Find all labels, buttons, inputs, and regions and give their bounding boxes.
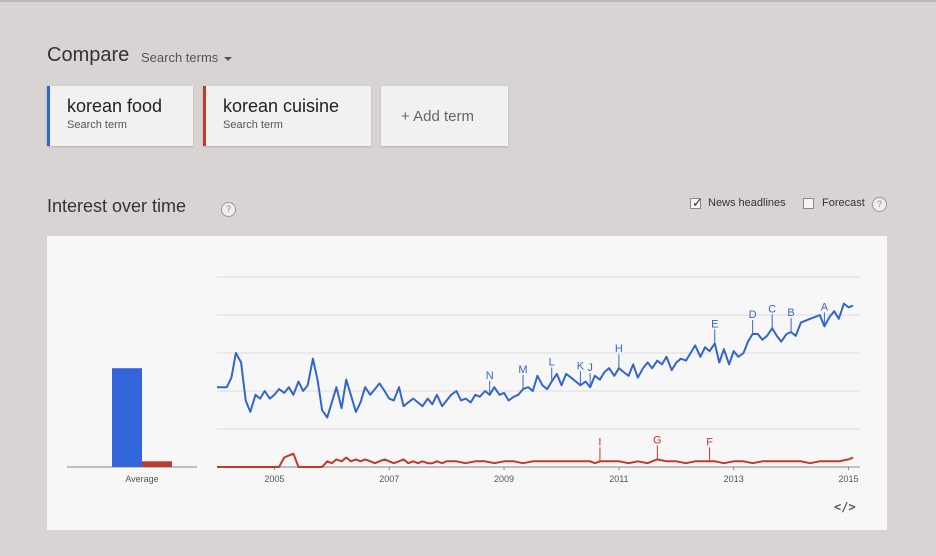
add-term-label: + Add term xyxy=(401,108,474,125)
term-type: Search term xyxy=(67,119,127,131)
annotation-label-I: I xyxy=(598,436,601,448)
annotation-label-C: C xyxy=(768,303,776,315)
annotation-label-E: E xyxy=(711,319,718,331)
annotation-label-N: N xyxy=(486,370,494,382)
term-color-bar xyxy=(203,86,206,146)
search-terms-label: Search terms xyxy=(141,50,219,65)
term-card-korean-food[interactable]: korean food Search term xyxy=(47,86,193,146)
x-tick-label: 2007 xyxy=(379,474,399,484)
annotation-label-K: K xyxy=(577,360,585,372)
x-tick-label: 2009 xyxy=(494,474,514,484)
annotation-label-B: B xyxy=(787,307,794,319)
forecast-help-icon[interactable]: ? xyxy=(872,197,887,212)
annotation-label-D: D xyxy=(749,309,757,321)
annotation-label-A: A xyxy=(821,301,829,313)
term-card-korean-cuisine[interactable]: korean cuisine Search term xyxy=(203,86,371,146)
news-headlines-label: News headlines xyxy=(708,197,786,209)
x-tick-label: 2015 xyxy=(839,474,859,484)
interest-chart: Average 2005 2007 2009 2011 2013 2015 N M L K J H E D C… xyxy=(67,276,860,484)
annotation-label-M: M xyxy=(518,364,527,376)
embed-code-icon[interactable]: </> xyxy=(834,500,856,514)
annotation-label-J: J xyxy=(587,362,593,374)
term-color-bar xyxy=(47,86,50,146)
annotation-label-H: H xyxy=(615,343,623,355)
search-terms-dropdown[interactable]: Search terms xyxy=(141,50,233,65)
term-type: Search term xyxy=(223,119,283,131)
annotation-label-F: F xyxy=(706,436,713,448)
checkmark-icon: ✓ xyxy=(692,195,703,210)
chart-panel: Average 2005 2007 2009 2011 2013 2015 N M L K J H E D C… xyxy=(47,236,887,530)
forecast-label: Forecast xyxy=(822,197,865,209)
x-tick-label: 2013 xyxy=(724,474,744,484)
x-tick-label: 2011 xyxy=(609,474,628,484)
annotation-label-G: G xyxy=(653,434,662,446)
caret-down-icon xyxy=(224,56,233,61)
news-headlines-checkbox[interactable]: ✓ xyxy=(690,195,703,210)
help-icon[interactable]: ? xyxy=(221,202,236,217)
add-term-button[interactable]: + Add term xyxy=(381,86,508,146)
forecast-checkbox[interactable] xyxy=(803,198,814,209)
term-name: korean cuisine xyxy=(223,96,340,116)
series-line-korean-cuisine xyxy=(217,452,854,468)
average-label: Average xyxy=(125,474,158,484)
series-line-korean-food xyxy=(217,302,854,419)
section-title: Interest over time xyxy=(47,196,187,216)
average-bar-korean-food xyxy=(112,368,142,467)
average-bar-korean-cuisine xyxy=(142,461,172,467)
x-tick-label: 2005 xyxy=(264,474,284,484)
compare-title: Compare xyxy=(47,44,130,66)
term-name: korean food xyxy=(67,96,163,116)
annotation-label-L: L xyxy=(549,357,555,369)
top-border xyxy=(0,0,936,2)
